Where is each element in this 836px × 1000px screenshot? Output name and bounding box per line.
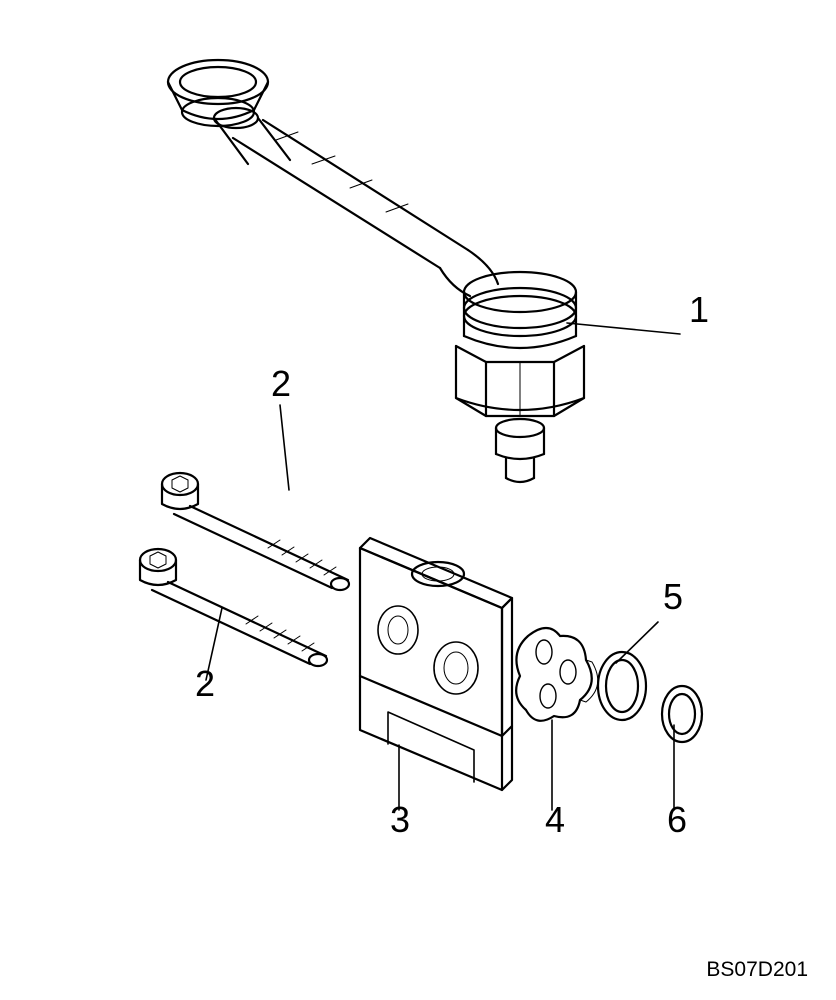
part-1-tube	[233, 120, 498, 296]
part-6-o-ring-small	[662, 686, 702, 742]
drawing-id: BS07D201	[706, 958, 808, 982]
part-1-cap	[168, 60, 290, 164]
callout-line-2a	[280, 405, 289, 490]
callout-label-4: 4	[545, 802, 565, 838]
part-1-body	[456, 272, 584, 482]
callout-label-6: 6	[667, 802, 687, 838]
part-2-bolt-front	[140, 549, 327, 666]
part-2-bolt-rear	[162, 473, 349, 590]
callout-label-1: 1	[689, 292, 709, 328]
diagram-canvas: 1 2 2 3 4 5 6 BS07D201	[0, 0, 836, 1000]
parts-drawing	[0, 0, 836, 1000]
callout-label-5: 5	[663, 579, 683, 615]
part-5-o-ring-large	[598, 652, 646, 720]
callout-label-2b: 2	[195, 666, 215, 702]
callout-label-3: 3	[390, 802, 410, 838]
callout-line-5	[616, 622, 658, 663]
part-3-block	[360, 538, 512, 790]
callout-line-1	[567, 323, 680, 334]
part-4-gasket	[516, 628, 598, 721]
callout-label-2a: 2	[271, 366, 291, 402]
